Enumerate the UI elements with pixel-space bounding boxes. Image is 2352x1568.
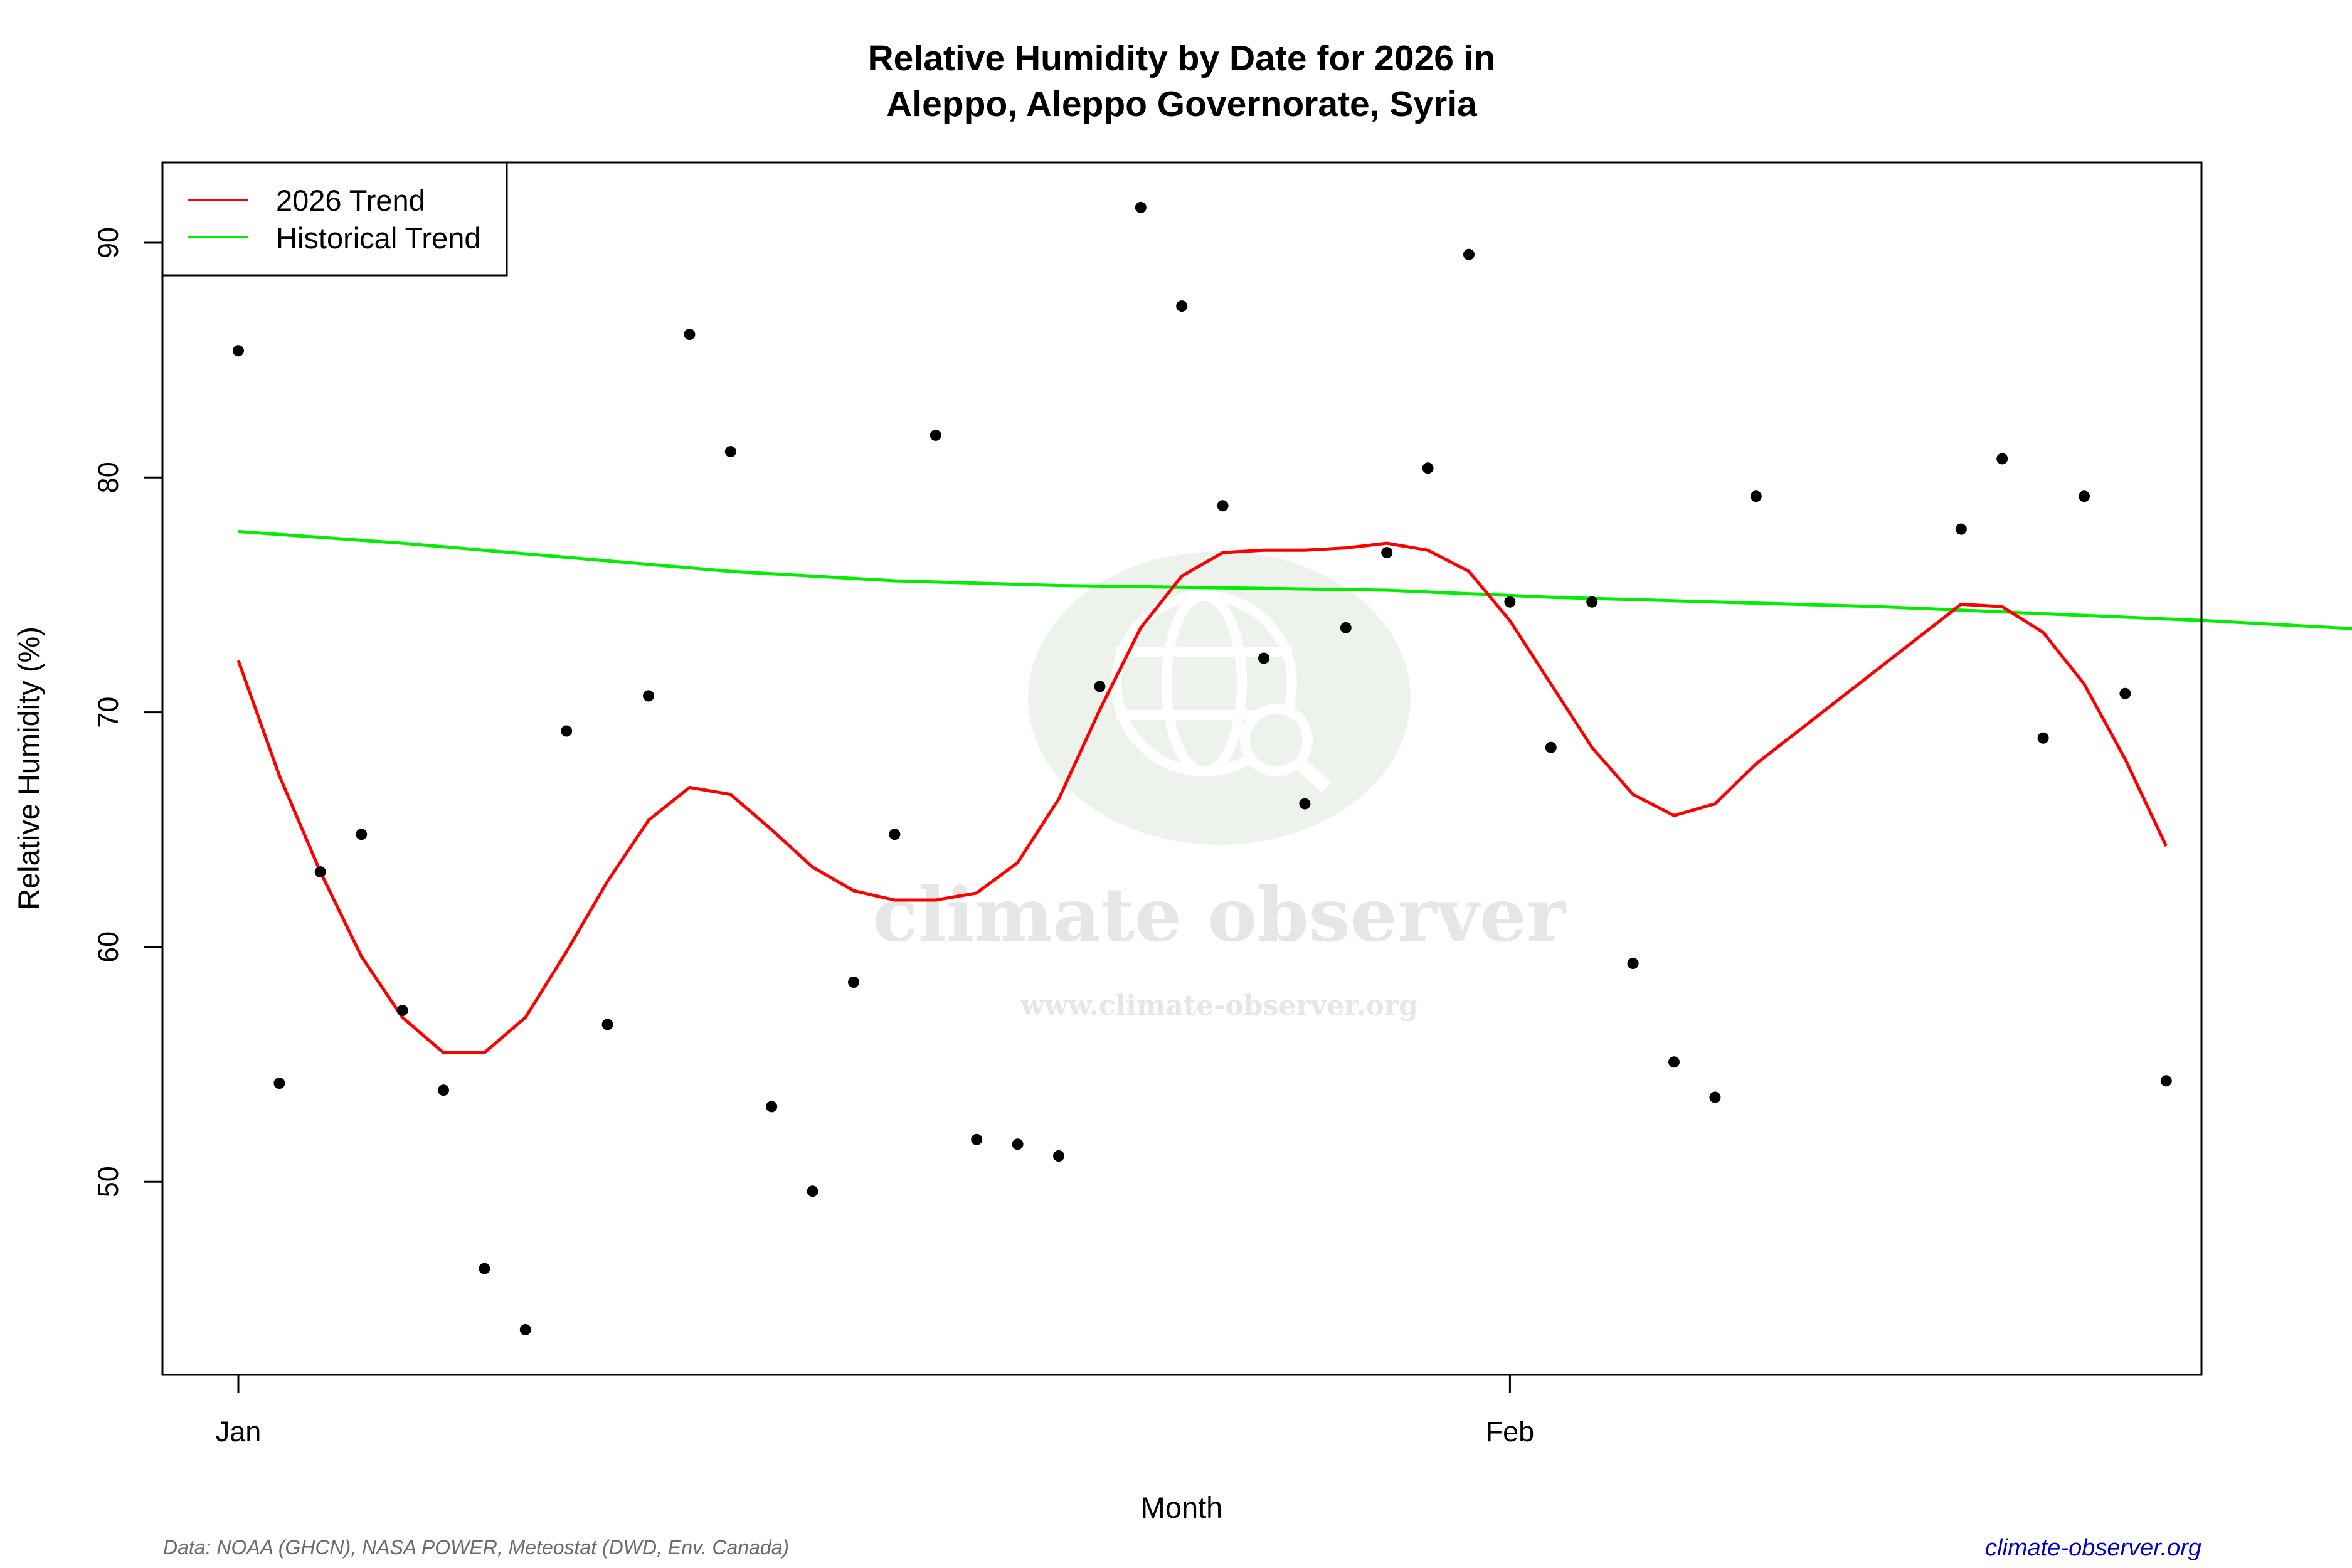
data-point — [1217, 500, 1229, 512]
data-point — [848, 977, 859, 988]
x-tick-label: Jan — [216, 1416, 262, 1448]
y-tick-label: 80 — [92, 462, 124, 493]
data-point — [807, 1185, 818, 1197]
data-point — [314, 866, 326, 878]
data-point — [1463, 248, 1475, 260]
x-axis: Jan Feb — [216, 1374, 1535, 1448]
data-point — [1094, 681, 1106, 692]
site-link[interactable]: climate-observer.org — [1985, 1535, 2201, 1561]
y-tick-label: 70 — [92, 697, 124, 728]
data-point — [2037, 732, 2049, 744]
globe-search-icon — [1111, 591, 1332, 793]
data-point — [438, 1084, 449, 1096]
data-point — [766, 1101, 778, 1113]
y-axis: 50 60 70 80 90 — [92, 227, 164, 1197]
legend-label-2026: 2026 Trend — [276, 184, 425, 217]
historical-trend-line — [238, 529, 2352, 630]
data-point — [356, 829, 368, 840]
data-point — [1586, 596, 1598, 608]
data-point — [889, 829, 901, 840]
y-tick-label: 60 — [92, 931, 124, 963]
data-source-note: Data: NOAA (GHCN), NASA POWER, Meteostat… — [163, 1536, 789, 1559]
data-point — [2119, 687, 2131, 699]
trend-2026-line — [236, 541, 2168, 1054]
data-point — [273, 1078, 285, 1089]
data-point — [1053, 1150, 1064, 1162]
data-point — [1545, 741, 1557, 753]
data-point — [2160, 1075, 2172, 1087]
data-point — [1750, 490, 1762, 502]
chart-title-line2: Aleppo, Aleppo Governorate, Syria — [886, 84, 1478, 124]
x-tick-label: Feb — [1486, 1416, 1535, 1448]
y-tick-label: 50 — [92, 1166, 124, 1197]
data-point — [1709, 1091, 1721, 1103]
data-point — [1627, 958, 1639, 970]
data-point — [2079, 490, 2090, 502]
data-point — [643, 690, 654, 702]
legend-box — [161, 161, 508, 277]
chart-title-line1: Relative Humidity by Date for 2026 in — [868, 38, 1496, 78]
data-point — [519, 1324, 531, 1335]
legend-label-historical: Historical Trend — [276, 221, 481, 255]
data-point — [561, 725, 573, 737]
data-point — [1381, 547, 1393, 559]
data-point — [1955, 523, 1967, 535]
x-axis-label: Month — [1141, 1491, 1223, 1524]
y-tick-label: 90 — [92, 227, 124, 258]
legend: 2026 Trend Historical Trend — [161, 161, 508, 277]
data-points — [233, 201, 2172, 1335]
data-point — [396, 1005, 408, 1016]
data-point — [724, 446, 736, 458]
historical-trend-path — [238, 529, 2352, 630]
watermark-url: www.climate-observer.org — [1020, 990, 1418, 1022]
data-point — [1176, 300, 1188, 312]
data-point — [1012, 1138, 1024, 1150]
data-point — [1299, 798, 1311, 810]
data-point — [1504, 596, 1516, 608]
data-point — [684, 329, 696, 340]
data-point — [1135, 201, 1147, 213]
watermark: climate observer www.climate-observer.or… — [873, 551, 1567, 1022]
data-point — [1996, 453, 2008, 465]
data-point — [971, 1133, 983, 1145]
data-point — [1422, 462, 1434, 474]
watermark-brand: climate observer — [873, 871, 1567, 958]
trend-2026-path — [236, 541, 2168, 1054]
data-point — [233, 345, 244, 357]
y-axis-label: Relative Humidity (%) — [12, 627, 45, 910]
data-point — [1668, 1056, 1680, 1068]
data-point — [601, 1019, 613, 1030]
data-point — [1340, 622, 1352, 633]
data-point — [1258, 652, 1269, 664]
data-point — [479, 1263, 490, 1274]
data-point — [930, 429, 941, 441]
